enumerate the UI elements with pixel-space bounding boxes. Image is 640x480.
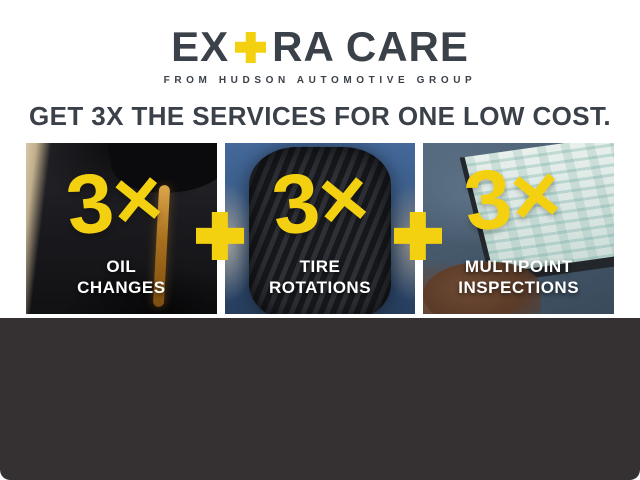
tire-rotation-photo-panel: 3× TIRE ROTATIONS — [224, 143, 416, 314]
services-strip: 3× OIL CHANGES 3× TIRE ROTATIONS 3× MULT… — [26, 143, 615, 314]
headline: GET 3X THE SERVICES FOR ONE LOW COST. — [28, 101, 612, 131]
extra-care-logo: EX RA CARE FROM HUDSON AUTOMOTIVE GROUP — [0, 26, 640, 87]
service-label-multipoint-inspections: MULTIPOINT INSPECTIONS — [423, 257, 614, 298]
price-bar: $359 .95 VALUE FOR ONLY $299! * *Exclude… — [0, 318, 640, 480]
logo-wordmark: EX RA CARE — [0, 26, 640, 68]
logo-text-ex: EX — [171, 23, 230, 70]
multiplier-text: 3× — [61, 149, 167, 253]
multipoint-inspection-photo-panel: 3× MULTIPOINT INSPECTIONS — [423, 143, 615, 314]
service-label-line2: INSPECTIONS — [458, 277, 580, 297]
hand-shape — [423, 262, 542, 314]
plus-icon — [235, 32, 266, 63]
service-label-tire-rotations: TIRE ROTATIONS — [225, 257, 416, 298]
tire-shape — [249, 147, 391, 314]
service-label-line1: OIL — [106, 257, 137, 277]
service-label-line2: ROTATIONS — [268, 277, 372, 297]
service-label-oil-changes: OIL CHANGES — [26, 257, 217, 298]
oil-change-photo-panel: 3× OIL CHANGES — [26, 143, 217, 314]
logo-tagline: FROM HUDSON AUTOMOTIVE GROUP — [163, 75, 477, 86]
logo-text-ra-care: RA CARE — [272, 23, 469, 70]
plus-icon — [196, 212, 244, 260]
plus-icon — [394, 212, 442, 260]
service-label-line1: MULTIPOINT — [464, 257, 573, 277]
service-label-line2: CHANGES — [77, 277, 166, 297]
service-label-line1: TIRE — [299, 257, 341, 277]
